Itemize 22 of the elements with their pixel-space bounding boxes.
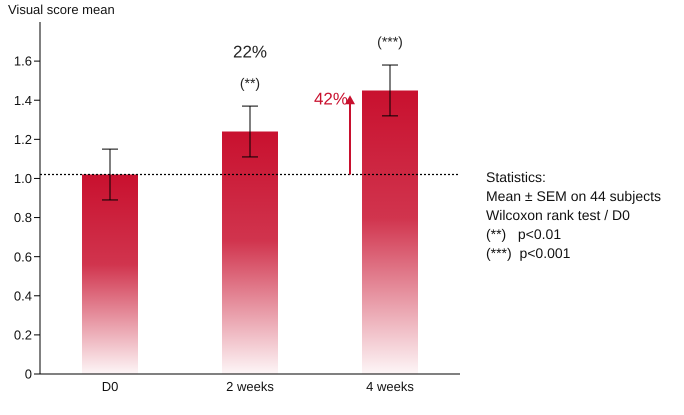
- y-tick-label: 0.8: [14, 210, 32, 226]
- y-tick-label: 1.2: [14, 132, 32, 147]
- annotation: 42%: [314, 90, 348, 109]
- y-tick-label: 1.0: [14, 171, 32, 186]
- text: (***) p<0.001: [486, 244, 572, 263]
- y-tick-label: 0.2: [14, 328, 32, 343]
- y-tick-label: 0.4: [14, 288, 32, 304]
- y-tick-label: 0: [24, 366, 32, 382]
- annotation: (***): [377, 34, 403, 50]
- y-tick-label: 1.4: [14, 92, 32, 108]
- text: Wilcoxon rank test / D0: [486, 206, 631, 225]
- annotation: (**): [240, 74, 260, 91]
- y-axis-title: Visual score mean: [8, 2, 115, 17]
- y-tick-label: 1.6: [14, 54, 32, 69]
- text: Statistics:: [486, 168, 547, 187]
- y-tick-label: 0.6: [14, 249, 32, 264]
- x-tick-label: D0: [102, 379, 118, 394]
- text: (**) p<0.01: [486, 225, 562, 244]
- x-tick-label: 2 weeks: [226, 379, 274, 394]
- annotation: 22%: [232, 42, 268, 62]
- x-tick-label: 4 weeks: [366, 379, 414, 394]
- text: Mean ± SEM on 44 subjects: [486, 187, 661, 206]
